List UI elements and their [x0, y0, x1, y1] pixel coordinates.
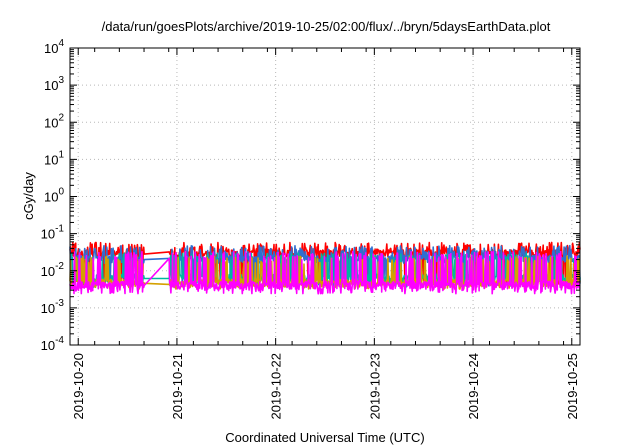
- tick-layer: [69, 47, 580, 346]
- y-tick-label: 100: [44, 187, 64, 205]
- x-axis-title: Coordinated Universal Time (UTC): [225, 430, 424, 445]
- y-tick-label: 102: [44, 112, 64, 130]
- y-tick-labels: 10-4 10-3 10-2 10-1 100 101 102 103 104: [41, 38, 65, 353]
- y-tick-label: 10-4: [41, 335, 65, 353]
- y-tick-label: 104: [44, 38, 64, 56]
- x-tick-label: 2019-10-20: [71, 353, 86, 420]
- x-tick-label: 2019-10-22: [269, 353, 284, 420]
- x-tick-label: 2019-10-21: [170, 353, 185, 420]
- x-tick-label: 2019-10-23: [367, 353, 382, 420]
- x-tick-label: 2019-10-24: [466, 353, 481, 420]
- chart-title: /data/run/goesPlots/archive/2019-10-25/0…: [102, 19, 551, 34]
- grid-layer: [70, 48, 580, 345]
- y-tick-label: 103: [44, 75, 64, 93]
- x-tick-label: 2019-10-25: [565, 353, 580, 420]
- y-tick-label: 101: [44, 149, 64, 167]
- y-tick-label: 10-1: [41, 224, 65, 242]
- series-line: [69, 250, 581, 295]
- y-tick-label: 10-3: [41, 298, 65, 316]
- y-tick-label: 10-2: [41, 261, 65, 279]
- x-tick-labels: 2019-10-20 2019-10-21 2019-10-22 2019-10-23…: [71, 353, 580, 420]
- y-axis-title: cGy/day: [21, 172, 36, 220]
- series-layer: [69, 241, 581, 295]
